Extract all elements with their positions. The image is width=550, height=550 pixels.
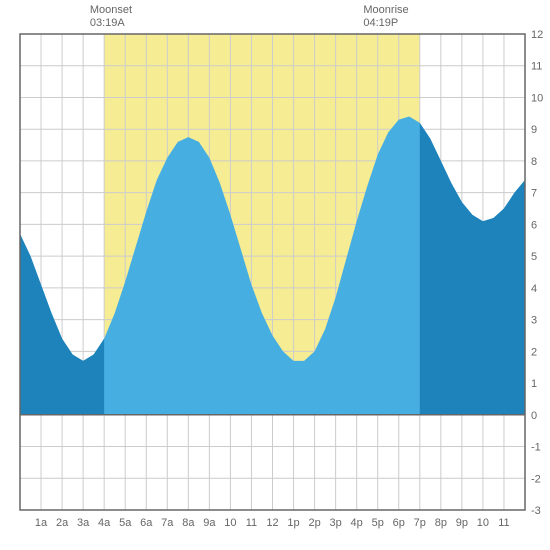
x-tick-label: 4a (98, 517, 111, 529)
x-tick-label: 1a (35, 517, 48, 529)
y-tick-label: 7 (531, 188, 537, 200)
y-tick-label: -2 (531, 473, 541, 485)
y-tick-label: 12 (531, 29, 543, 41)
x-tick-label: 2a (56, 517, 69, 529)
x-tick-label: 9a (203, 517, 216, 529)
y-tick-label: 8 (531, 156, 537, 168)
x-tick-label: 9p (456, 517, 468, 529)
x-tick-label: 4p (351, 517, 363, 529)
x-tick-label: 11 (498, 517, 509, 529)
x-tick-label: 5p (372, 517, 384, 529)
y-tick-label: -3 (531, 505, 541, 517)
y-tick-label: 0 (531, 410, 537, 422)
y-tick-label: 5 (531, 251, 537, 263)
x-tick-label: 6p (393, 517, 405, 529)
x-tick-label: 11 (246, 517, 257, 529)
y-tick-label: 3 (531, 315, 537, 327)
y-tick-label: 10 (531, 92, 543, 104)
x-tick-label: 8a (182, 517, 195, 529)
x-tick-label: 8p (435, 517, 447, 529)
x-tick-label: 12 (266, 517, 278, 529)
x-tick-label: 10 (477, 517, 489, 529)
x-tick-label: 2p (308, 517, 320, 529)
x-tick-label: 10 (224, 517, 236, 529)
x-tick-label: 1p (287, 517, 299, 529)
x-tick-label: 7p (414, 517, 426, 529)
x-tick-label: 5a (119, 517, 132, 529)
y-tick-label: 4 (531, 283, 537, 295)
tide-chart: -3-2-101234567891011121a2a3a4a5a6a7a8a9a… (0, 0, 550, 550)
y-tick-label: -1 (531, 442, 541, 454)
y-tick-label: 9 (531, 124, 537, 136)
y-tick-label: 6 (531, 219, 537, 231)
x-tick-label: 6a (140, 517, 153, 529)
y-tick-label: 1 (531, 378, 537, 390)
x-tick-label: 3p (330, 517, 342, 529)
y-tick-label: 2 (531, 346, 537, 358)
x-tick-label: 7a (161, 517, 174, 529)
y-tick-label: 11 (531, 61, 542, 73)
x-tick-label: 3a (77, 517, 90, 529)
